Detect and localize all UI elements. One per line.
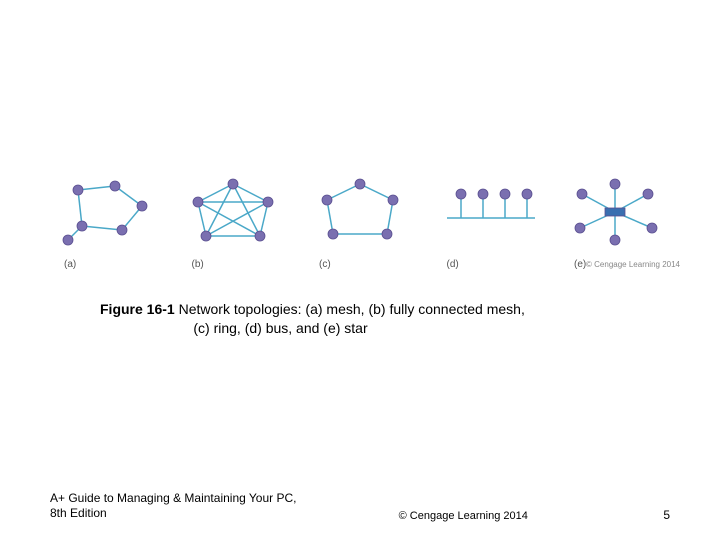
topology-c-label: (c) xyxy=(319,259,331,270)
topology-b-label: (b) xyxy=(192,259,204,270)
figure-copyright: © Cengage Learning 2014 xyxy=(586,260,680,269)
figure-caption: Figure 16-1 Network topologies: (a) mesh… xyxy=(100,300,660,338)
footer-copyright: © Cengage Learning 2014 xyxy=(297,510,631,522)
figure-label: Figure 16-1 xyxy=(100,301,175,317)
topology-diagram-row: (a) (b) (c) (d) (e) xyxy=(60,178,680,268)
topology-a-label: (a) xyxy=(64,259,76,270)
topology-e-svg xyxy=(570,178,666,250)
topology-d: (d) xyxy=(443,178,553,268)
slide-footer: A+ Guide to Managing & Maintaining Your … xyxy=(50,491,670,522)
footer-page-number: 5 xyxy=(630,508,670,522)
caption-text-line2: (c) ring, (d) bus, and (e) star xyxy=(193,320,367,336)
footer-book-title: A+ Guide to Managing & Maintaining Your … xyxy=(50,491,297,505)
topology-e-label: (e) xyxy=(574,259,586,270)
topology-b: (b) xyxy=(188,178,298,268)
caption-text-line1: Network topologies: (a) mesh, (b) fully … xyxy=(179,301,525,317)
topology-b-svg xyxy=(188,178,284,250)
footer-edition: 8th Edition xyxy=(50,506,107,520)
topology-a-svg xyxy=(60,178,156,250)
topology-c-svg xyxy=(315,178,411,250)
topology-d-label: (d) xyxy=(447,259,459,270)
topology-c: (c) xyxy=(315,178,425,268)
topology-a: (a) xyxy=(60,178,170,268)
topology-d-svg xyxy=(443,178,539,250)
topology-e: (e) xyxy=(570,178,680,268)
footer-book-info: A+ Guide to Managing & Maintaining Your … xyxy=(50,491,297,522)
